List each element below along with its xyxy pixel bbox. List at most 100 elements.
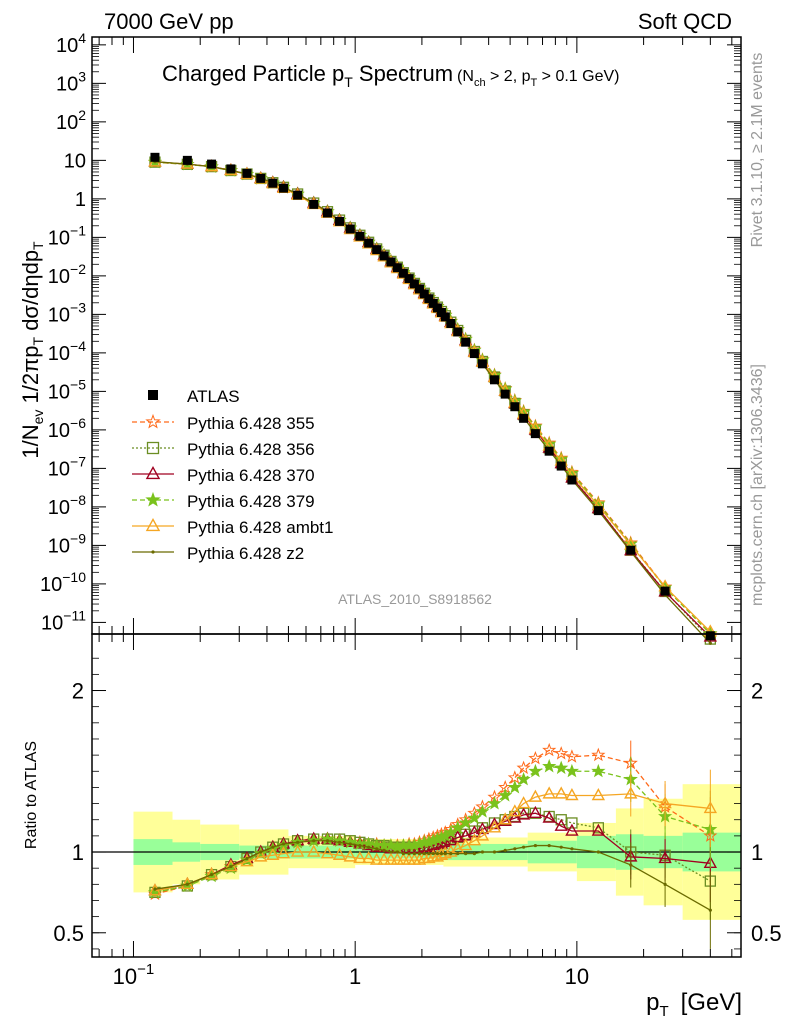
ratio-point-370 — [554, 818, 568, 831]
ratio-point-z2 — [229, 864, 233, 869]
ratio-point-ambt1 — [565, 788, 579, 801]
ratio-point-379 — [507, 779, 522, 794]
ratio-point-z2 — [547, 843, 551, 848]
legend-label: Pythia 6.428 355 — [187, 414, 315, 433]
ratio-point-ambt1 — [307, 844, 321, 857]
data-point-atlas — [510, 402, 520, 412]
ratio-point-379 — [591, 763, 606, 778]
ratio-point-355 — [591, 747, 606, 762]
ratio-point-355 — [516, 760, 531, 775]
data-point-atlas — [182, 155, 192, 165]
ratio-point-z2 — [435, 852, 440, 856]
ratio-point-370 — [528, 805, 543, 818]
data-point-atlas — [242, 168, 252, 178]
ratio-point-z2 — [412, 852, 417, 856]
ratio-line-z2 — [154, 840, 711, 911]
ratio-ytick-label-left: 0.5 — [53, 921, 84, 946]
ratio-point-z2 — [533, 843, 537, 848]
ratio-point-ambt1 — [487, 820, 502, 833]
ratio-curves — [147, 740, 718, 949]
ratio-point-z2 — [337, 840, 342, 844]
data-point-atlas — [424, 294, 434, 304]
ratio-point-ambt1 — [422, 851, 436, 864]
ratio-point-ambt1 — [384, 852, 398, 865]
data-point-atlas — [544, 446, 554, 456]
legend-marker — [145, 491, 161, 507]
xtick-label: 10 — [565, 964, 589, 989]
ratio-point-z2 — [503, 848, 507, 853]
ratio-point-z2 — [382, 848, 386, 853]
main-ylabel: 1/Nev 1/2πpT dσ/dηdpT — [18, 241, 46, 459]
ratio-point-z2 — [422, 852, 426, 856]
ytick-label: 104 — [56, 30, 86, 57]
ratio-ytick-label-right: 0.5 — [751, 921, 782, 946]
ratio-point-z2 — [281, 842, 286, 846]
data-point-atlas — [372, 245, 382, 255]
data-point-atlas — [309, 199, 319, 209]
ratio-point-ambt1 — [703, 800, 718, 814]
data-point-atlas — [419, 289, 429, 299]
ratio-point-z2 — [708, 908, 712, 912]
ytick-label: 10−3 — [48, 299, 86, 326]
legend-marker — [146, 441, 160, 455]
ratio-point-z2 — [449, 852, 453, 856]
ratio-point-z2 — [367, 845, 371, 849]
ratio-point-z2 — [456, 852, 460, 856]
ratio-point-z2 — [443, 852, 447, 856]
ratio-ytick-label-left: 1 — [72, 840, 84, 865]
ytick-label: 10−2 — [48, 261, 86, 288]
main-curves — [147, 152, 718, 645]
xlabel: pT [GeV] — [646, 989, 742, 1020]
ratio-point-ambt1 — [266, 847, 280, 860]
ratio-point-z2 — [480, 850, 485, 854]
ytick-label: 10 — [64, 150, 86, 172]
ratio-point-379 — [498, 788, 513, 802]
legend-marker — [145, 517, 161, 532]
ratio-point-z2 — [417, 852, 422, 856]
ratio-point-z2 — [521, 845, 526, 849]
ytick-label: 10−6 — [48, 415, 86, 442]
legend-marker — [145, 413, 161, 429]
ratio-point-ambt1 — [508, 804, 522, 817]
ratio-point-z2 — [513, 847, 517, 851]
ratio-point-379 — [450, 820, 465, 834]
data-point-atlas — [226, 164, 236, 174]
xtick-label: 10−1 — [113, 961, 155, 989]
ratio-point-ambt1 — [475, 828, 490, 841]
data-point-atlas — [519, 413, 529, 423]
ratio-ylabel: Ratio to ATLAS — [23, 741, 40, 849]
ratio-point-z2 — [185, 882, 189, 886]
data-point-atlas — [322, 208, 332, 218]
ratio-point-370 — [565, 823, 579, 836]
ratio-point-z2 — [375, 847, 379, 851]
ytick-label: 10−5 — [48, 376, 86, 403]
legend-marker — [145, 465, 161, 480]
ratio-point-z2 — [325, 839, 330, 843]
ratio-point-ambt1 — [412, 852, 427, 865]
ratio-point-z2 — [559, 845, 563, 849]
legend: ATLAS Pythia 6.428 355 Pythia 6.428 356 Pyt… — [132, 387, 333, 563]
legend-marker — [151, 550, 155, 554]
data-point-atlas — [530, 429, 540, 439]
ytick-label: 1 — [75, 189, 86, 211]
ratio-point-ambt1 — [369, 852, 384, 865]
data-point-atlas — [398, 268, 408, 278]
ratio-point-379 — [487, 796, 502, 810]
axes: 10−1110−1010−910−810−710−610−510−410−310… — [40, 30, 782, 989]
data-point-atlas — [345, 224, 355, 234]
data-point-atlas — [364, 238, 374, 248]
ratio-point-370 — [542, 810, 556, 823]
ratio-point-z2 — [312, 839, 316, 843]
ratio-point-356 — [566, 817, 578, 829]
data-point-atlas — [593, 506, 603, 516]
data-point-atlas — [150, 152, 160, 162]
ratio-point-z2 — [629, 863, 633, 867]
ytick-label: 10−4 — [48, 338, 86, 365]
ratio-ytick-label-left: 2 — [72, 679, 84, 704]
ratio-point-z2 — [389, 850, 393, 854]
ratio-point-ambt1 — [542, 786, 556, 799]
ratio-point-ambt1 — [254, 849, 268, 862]
ratio-point-370 — [516, 807, 531, 820]
data-point-atlas — [461, 337, 471, 347]
